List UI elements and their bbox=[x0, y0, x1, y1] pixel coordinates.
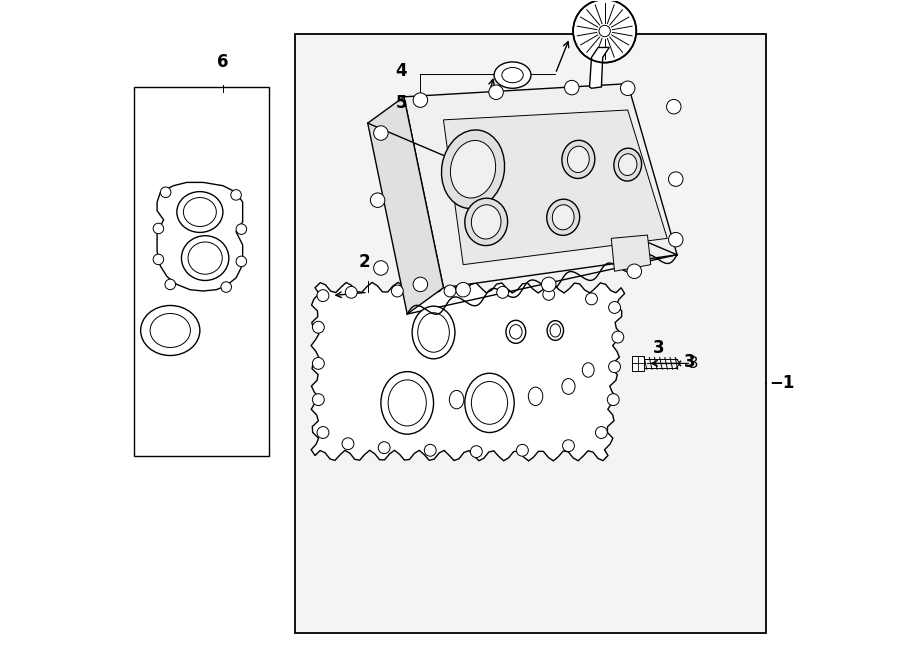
Polygon shape bbox=[368, 97, 444, 314]
Ellipse shape bbox=[550, 324, 561, 337]
Ellipse shape bbox=[562, 140, 595, 178]
Ellipse shape bbox=[553, 205, 574, 230]
Polygon shape bbox=[590, 48, 609, 89]
Circle shape bbox=[374, 260, 388, 275]
Polygon shape bbox=[311, 282, 625, 461]
Circle shape bbox=[312, 358, 324, 369]
Circle shape bbox=[667, 99, 681, 114]
Text: 4: 4 bbox=[396, 61, 407, 79]
Ellipse shape bbox=[464, 198, 508, 246]
Circle shape bbox=[346, 286, 357, 298]
Circle shape bbox=[312, 321, 324, 333]
Circle shape bbox=[669, 172, 683, 186]
Polygon shape bbox=[444, 110, 667, 264]
Circle shape bbox=[220, 282, 231, 292]
Circle shape bbox=[489, 85, 503, 99]
Circle shape bbox=[236, 256, 247, 266]
Circle shape bbox=[564, 81, 579, 95]
Circle shape bbox=[562, 440, 574, 451]
Circle shape bbox=[608, 301, 620, 313]
Circle shape bbox=[543, 288, 554, 300]
Bar bbox=[134, 87, 269, 455]
Ellipse shape bbox=[502, 67, 523, 83]
Ellipse shape bbox=[176, 192, 223, 233]
Polygon shape bbox=[158, 182, 243, 291]
Circle shape bbox=[342, 438, 354, 449]
Circle shape bbox=[542, 277, 556, 292]
Polygon shape bbox=[404, 84, 677, 288]
Ellipse shape bbox=[388, 380, 427, 426]
Circle shape bbox=[160, 187, 171, 198]
Circle shape bbox=[378, 442, 390, 453]
Circle shape bbox=[497, 286, 508, 298]
Ellipse shape bbox=[547, 321, 563, 340]
Circle shape bbox=[608, 394, 619, 406]
Ellipse shape bbox=[562, 379, 575, 395]
Circle shape bbox=[230, 190, 241, 200]
Circle shape bbox=[317, 290, 328, 301]
Ellipse shape bbox=[450, 140, 496, 198]
Ellipse shape bbox=[494, 62, 531, 89]
Text: 3: 3 bbox=[652, 339, 664, 357]
Ellipse shape bbox=[188, 242, 222, 274]
Circle shape bbox=[608, 361, 620, 373]
Circle shape bbox=[471, 446, 482, 457]
Ellipse shape bbox=[472, 205, 501, 239]
Ellipse shape bbox=[442, 130, 505, 208]
Text: 5: 5 bbox=[396, 95, 407, 112]
Ellipse shape bbox=[184, 198, 216, 227]
Circle shape bbox=[599, 25, 610, 37]
Circle shape bbox=[413, 93, 428, 107]
Ellipse shape bbox=[472, 381, 508, 424]
Circle shape bbox=[165, 279, 176, 290]
Bar bbox=[295, 34, 766, 633]
Ellipse shape bbox=[150, 313, 191, 348]
Text: ←3: ←3 bbox=[676, 356, 698, 371]
Ellipse shape bbox=[506, 321, 526, 343]
Ellipse shape bbox=[568, 146, 590, 173]
Circle shape bbox=[413, 277, 428, 292]
Ellipse shape bbox=[182, 236, 229, 280]
Circle shape bbox=[392, 285, 403, 297]
Text: −1: −1 bbox=[770, 374, 795, 392]
Circle shape bbox=[444, 285, 456, 297]
Circle shape bbox=[456, 282, 471, 297]
Circle shape bbox=[153, 254, 164, 264]
Ellipse shape bbox=[528, 387, 543, 406]
Ellipse shape bbox=[464, 373, 514, 432]
Circle shape bbox=[236, 224, 247, 235]
Circle shape bbox=[586, 293, 598, 305]
Ellipse shape bbox=[614, 148, 642, 181]
Circle shape bbox=[627, 264, 642, 278]
Ellipse shape bbox=[582, 363, 594, 377]
Circle shape bbox=[374, 126, 388, 140]
Ellipse shape bbox=[418, 313, 449, 352]
Text: 3: 3 bbox=[684, 353, 696, 371]
Ellipse shape bbox=[381, 371, 434, 434]
Text: 6: 6 bbox=[217, 52, 229, 71]
Ellipse shape bbox=[449, 391, 464, 408]
Ellipse shape bbox=[618, 154, 637, 175]
Circle shape bbox=[424, 444, 436, 456]
Polygon shape bbox=[611, 235, 651, 271]
Circle shape bbox=[317, 426, 328, 438]
Text: 2: 2 bbox=[358, 253, 370, 271]
Ellipse shape bbox=[140, 305, 200, 356]
Ellipse shape bbox=[509, 325, 522, 339]
Circle shape bbox=[517, 444, 528, 456]
Circle shape bbox=[371, 193, 385, 208]
Circle shape bbox=[669, 233, 683, 247]
Ellipse shape bbox=[412, 306, 454, 359]
Ellipse shape bbox=[546, 199, 580, 235]
Circle shape bbox=[596, 426, 608, 438]
Circle shape bbox=[573, 0, 636, 63]
Circle shape bbox=[612, 331, 624, 343]
Circle shape bbox=[620, 81, 635, 96]
Circle shape bbox=[153, 223, 164, 234]
Circle shape bbox=[312, 394, 324, 406]
Polygon shape bbox=[633, 356, 644, 371]
